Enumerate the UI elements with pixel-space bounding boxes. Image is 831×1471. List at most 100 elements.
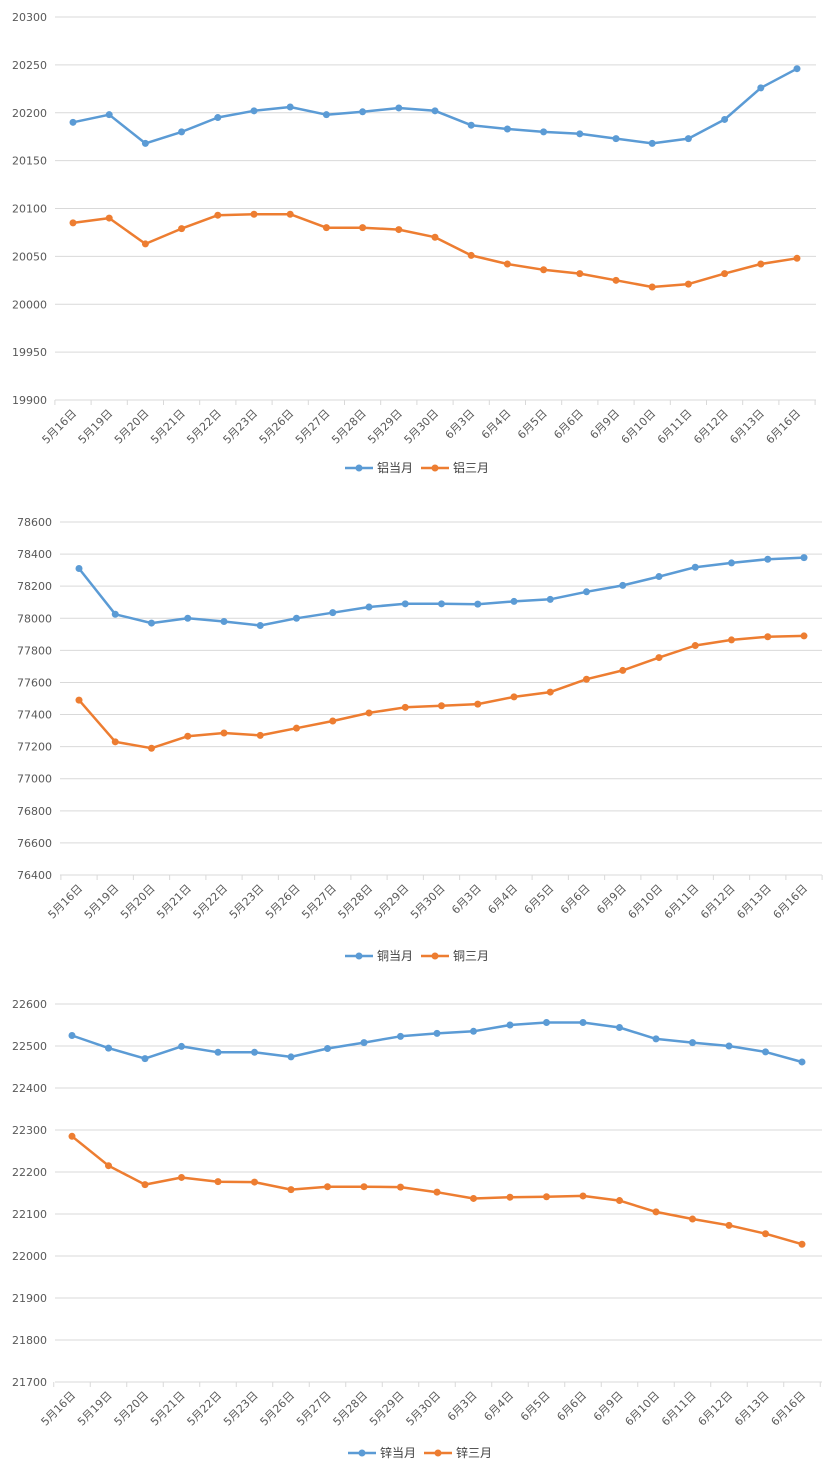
y-tick-label: 21800 xyxy=(12,1334,47,1347)
x-tick-label: 5月28日 xyxy=(331,1389,371,1429)
x-tick-label: 6月13日 xyxy=(727,407,767,447)
y-tick-label: 21900 xyxy=(12,1292,47,1305)
data-point xyxy=(655,654,663,662)
data-point xyxy=(467,121,475,129)
data-point xyxy=(141,1055,149,1063)
data-point xyxy=(141,139,149,147)
data-point xyxy=(652,1208,660,1216)
data-point xyxy=(684,135,692,143)
data-point xyxy=(725,1221,733,1229)
data-point xyxy=(648,139,656,147)
data-point xyxy=(540,128,548,136)
data-point xyxy=(757,260,765,268)
data-point xyxy=(359,224,367,232)
data-point xyxy=(75,565,83,573)
data-point xyxy=(506,1193,514,1201)
y-tick-label: 22600 xyxy=(12,998,47,1011)
y-tick-label: 22400 xyxy=(12,1082,47,1095)
legend-label: 铝三月 xyxy=(453,460,489,475)
data-point xyxy=(214,114,222,122)
y-tick-label: 77400 xyxy=(17,709,52,722)
legend-swatch-marker xyxy=(431,952,439,960)
x-tick-label: 6月12日 xyxy=(691,407,731,447)
data-point xyxy=(322,111,330,119)
x-tick-label: 5月27日 xyxy=(293,407,333,447)
data-point xyxy=(68,1032,76,1039)
x-tick-label: 6月11日 xyxy=(662,882,702,922)
data-point xyxy=(431,233,439,241)
y-tick-label: 76600 xyxy=(17,837,52,850)
data-point xyxy=(287,1186,295,1194)
data-point xyxy=(365,709,373,717)
data-point xyxy=(546,595,554,603)
data-point xyxy=(395,104,403,112)
x-tick-label: 5月20日 xyxy=(118,882,158,922)
data-point xyxy=(689,1039,696,1047)
y-tick-label: 20200 xyxy=(12,107,47,120)
data-point xyxy=(214,1048,222,1056)
data-point xyxy=(214,1178,222,1186)
y-tick-label: 22100 xyxy=(12,1208,47,1221)
y-tick-label: 77800 xyxy=(17,644,52,657)
data-point xyxy=(184,614,192,622)
data-point xyxy=(105,1162,112,1170)
y-tick-label: 76800 xyxy=(17,805,52,818)
copper-chart: 76400 76600 76800 77000 77200 77400 77600 77800… xyxy=(17,516,823,963)
data-point xyxy=(655,573,663,581)
y-tick-label: 22500 xyxy=(12,1040,47,1053)
data-point xyxy=(433,1188,441,1196)
data-point xyxy=(793,65,801,73)
data-point xyxy=(148,619,155,627)
data-point xyxy=(764,555,772,563)
y-tick-label: 22200 xyxy=(12,1166,47,1179)
data-point xyxy=(438,702,445,710)
data-point xyxy=(141,240,149,248)
y-tick-label: 19950 xyxy=(12,346,47,359)
data-point xyxy=(576,130,584,138)
x-tick-label: 6月6日 xyxy=(551,407,586,442)
y-tick-label: 21700 xyxy=(12,1376,47,1389)
data-point xyxy=(506,1021,514,1029)
data-point xyxy=(251,1048,258,1056)
x-tick-label: 6月13日 xyxy=(732,1389,772,1429)
x-tick-label: 5月20日 xyxy=(112,407,152,447)
legend-label: 锌当月 xyxy=(380,1446,416,1460)
data-point xyxy=(543,1018,550,1026)
data-point xyxy=(220,729,228,737)
legend-swatch-marker xyxy=(358,1449,366,1457)
data-point xyxy=(728,636,735,644)
x-tick-label: 6月16日 xyxy=(771,882,811,922)
data-point xyxy=(616,1197,623,1205)
legend-label: 铜三月 xyxy=(453,948,489,963)
data-point xyxy=(583,675,590,683)
data-point xyxy=(619,581,627,589)
data-point xyxy=(510,597,518,605)
data-point xyxy=(111,610,119,618)
x-tick-label: 6月10日 xyxy=(619,407,659,447)
data-point xyxy=(69,118,77,126)
x-tick-label: 6月6日 xyxy=(558,882,593,917)
x-tick-label: 5月23日 xyxy=(227,882,267,922)
data-point xyxy=(69,219,77,227)
data-point xyxy=(438,600,445,608)
x-tick-label: 6月3日 xyxy=(445,1389,480,1424)
x-tick-label: 6月3日 xyxy=(443,407,478,442)
data-point xyxy=(510,693,518,701)
data-point xyxy=(329,609,337,617)
data-point xyxy=(365,603,373,611)
data-point xyxy=(583,588,590,596)
data-point xyxy=(105,111,113,119)
y-tick-label: 22300 xyxy=(12,1124,47,1137)
data-point xyxy=(648,283,656,291)
x-tick-label: 6月6日 xyxy=(554,1389,589,1424)
data-point xyxy=(360,1183,368,1191)
x-tick-label: 5月19日 xyxy=(75,1389,115,1429)
y-tick-label: 78600 xyxy=(17,516,52,529)
data-point xyxy=(401,600,409,608)
data-point xyxy=(684,280,692,288)
data-point xyxy=(762,1230,769,1238)
x-tick-label: 5月28日 xyxy=(336,882,376,922)
aluminium-chart: 19900 19950 20000 20050 20100 20150 20200 20250… xyxy=(12,11,816,475)
data-point xyxy=(287,1053,295,1061)
